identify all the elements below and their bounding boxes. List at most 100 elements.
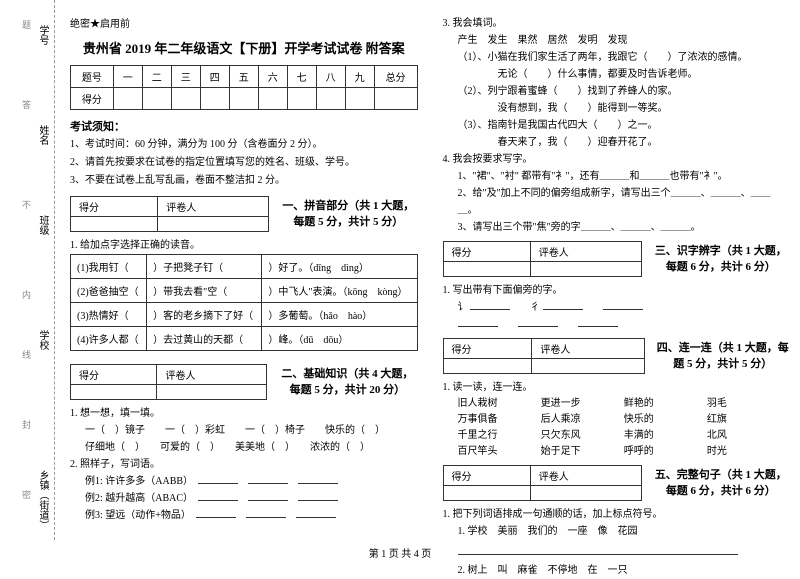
notice-heading: 考试须知： <box>70 118 418 134</box>
th: 二 <box>142 66 171 88</box>
match-item: 时光 <box>707 444 790 460</box>
section3-title: 三、识字辨字（共 1 大题，每题 6 分，共计 6 分） <box>652 242 790 274</box>
th: 一 <box>113 66 142 88</box>
sub-item: （3）、指南针是我国古代四大（ ）之一。 <box>443 117 791 134</box>
match-item: 后人乘凉 <box>541 412 624 428</box>
notice-item: 2、请首先按要求在试卷的指定位置填写您的姓名、班级、学号。 <box>70 155 418 171</box>
q-text: 1. 想一想，填一填。 <box>70 405 418 422</box>
label-class: 班级 <box>35 215 50 235</box>
section1-title: 一、拼音部分（共 1 大题，每题 5 分，共计 5 分） <box>279 197 417 229</box>
cell: ）峰。（dū dōu） <box>262 327 417 351</box>
score-label: 得分 <box>443 466 530 486</box>
seal-char: 不 <box>20 200 33 209</box>
score-table: 题号 一 二 三 四 五 六 七 八 九 总分 得分 <box>70 65 418 110</box>
example: 例2: 越升越高（ABAC） <box>70 490 418 507</box>
seal-char: 线 <box>20 350 33 359</box>
pinyin-table: (1)我用钉（）子把凳子钉（）好了。（dīng dìng） (2)爸爸抽空（）带… <box>70 254 418 351</box>
score-label: 得分 <box>71 365 157 385</box>
cell: (1)我用钉（ <box>71 255 147 279</box>
q1-text: 1. 给加点字选择正确的读音。 <box>70 237 418 254</box>
example: 例3: 望远（动作+物品） <box>70 507 418 524</box>
match-item: 红旗 <box>707 412 790 428</box>
grader-label: 评卷人 <box>532 339 645 359</box>
seal-char: 封 <box>20 420 33 429</box>
match-item: 更进一步 <box>541 396 624 412</box>
notice-item: 3、不要在试卷上乱写乱画，卷面不整洁扣 2 分。 <box>70 173 418 189</box>
match-grid: 旧人栽树更进一步鲜艳的羽毛 万事俱备后人乘凉快乐的红旗 千里之行只欠东风丰满的北… <box>458 396 791 460</box>
q-text: 1. 把下列词语排成一句通顺的话，加上标点符号。 <box>443 506 791 523</box>
sub-item: 没有想到，我（ ）能得到一等奖。 <box>443 100 791 117</box>
q-text: 1. 读一读，连一连。 <box>443 379 791 396</box>
match-item: 北风 <box>707 428 790 444</box>
match-item: 千里之行 <box>458 428 541 444</box>
grader-box: 得分评卷人 <box>70 196 269 232</box>
grader-label: 评卷人 <box>158 197 269 217</box>
blank-row <box>443 316 791 333</box>
cell: (2)爸爸抽空（ <box>71 279 147 303</box>
match-item: 始于足下 <box>541 444 624 460</box>
th: 八 <box>316 66 345 88</box>
cell: (4)许多人都（ <box>71 327 147 351</box>
secret-label: 绝密★启用前 <box>70 15 418 30</box>
sub-item: 2、给"及"加上不同的偏旁组成新字，请写出三个＿＿＿、＿＿＿、＿＿＿。 <box>443 185 791 219</box>
fill-line: 仔细地（ ） 可爱的（ ） 美美地（ ） 浓浓的（ ） <box>70 439 418 456</box>
sub-item: 无论（ ）什么事情，都要及时告诉老师。 <box>443 66 791 83</box>
th: 七 <box>287 66 316 88</box>
cell: (3)热情好（ <box>71 303 147 327</box>
grader-box: 得分评卷人 <box>443 338 646 374</box>
sub-item: 春天来了，我（ ）迎春开花了。 <box>443 134 791 151</box>
seal-char: 密 <box>20 490 33 499</box>
right-column: 3. 我会填词。 产生 发生 果然 居然 发明 发现 （1）、小猫在我们家生活了… <box>443 15 791 540</box>
blank-row: 讠 彳 <box>443 299 791 316</box>
th: 九 <box>345 66 374 88</box>
label-school: 学校 <box>35 330 50 350</box>
q-text: 1. 写出带有下面偏旁的字。 <box>443 282 791 299</box>
match-item: 丰满的 <box>624 428 707 444</box>
cell: ）好了。（dīng dìng） <box>262 255 417 279</box>
q-text: 3. 我会填词。 <box>443 15 791 32</box>
section4-title: 四、连一连（共 1 大题，每题 5 分，共计 5 分） <box>655 339 790 371</box>
label-studentid: 学号 <box>35 25 50 45</box>
left-column: 绝密★启用前 贵州省 2019 年二年级语文【下册】开学考试试卷 附答案 题号 … <box>70 15 418 540</box>
score-label: 得分 <box>443 339 532 359</box>
q-text: 4. 我会按要求写字。 <box>443 151 791 168</box>
cell: ）多葡萄。（hǎo hào） <box>262 303 417 327</box>
binding-margin: 学号 姓名 班级 学校 乡镇（街道） 题 答 不 内 线 封 密 <box>0 0 55 540</box>
match-item: 快乐的 <box>624 412 707 428</box>
grader-label: 评卷人 <box>530 242 641 262</box>
ex-label: 例1: 许许多多（AABB） <box>85 476 188 487</box>
th: 总分 <box>374 66 417 88</box>
grader-box: 得分评卷人 <box>70 364 267 400</box>
grader-label: 评卷人 <box>157 365 267 385</box>
label-town: 乡镇（街道） <box>35 470 50 530</box>
cell: ）子把凳子钉（ <box>147 255 262 279</box>
match-item: 只欠东风 <box>541 428 624 444</box>
word-bank: 产生 发生 果然 居然 发明 发现 <box>443 32 791 49</box>
sub-item: （1）、小猫在我们家生活了两年，我跟它（ ）了浓浓的感情。 <box>443 49 791 66</box>
match-item: 呼呼的 <box>624 444 707 460</box>
fill-line: 一（ ）镜子 一（ ）彩虹 一（ ）椅子 快乐的（ ） <box>70 422 418 439</box>
th: 四 <box>200 66 229 88</box>
match-item: 鲜艳的 <box>624 396 707 412</box>
sub-item: 1、"裙"、"衬" 都带有"衤"，还有＿＿＿和＿＿＿也带有"衤"。 <box>443 168 791 185</box>
ex-label: 例2: 越升越高（ABAC） <box>85 493 188 504</box>
th: 三 <box>171 66 200 88</box>
seal-char: 答 <box>20 100 33 109</box>
sentence-item: 1. 学校 美丽 我们的 一座 像 花园 <box>443 523 791 540</box>
notice-item: 1、考试时间：60 分钟，满分为 100 分（含卷面分 2 分）。 <box>70 137 418 153</box>
th: 五 <box>229 66 258 88</box>
match-item: 百尺竿头 <box>458 444 541 460</box>
cell: ）客的老乡摘下了好（ <box>147 303 262 327</box>
grader-box: 得分评卷人 <box>443 241 642 277</box>
grader-label: 评卷人 <box>530 466 641 486</box>
seal-char: 内 <box>20 290 33 299</box>
td: 得分 <box>71 88 114 110</box>
th: 题号 <box>71 66 114 88</box>
section2-title: 二、基础知识（共 4 大题，每题 5 分，共计 20 分） <box>277 365 417 397</box>
example: 例1: 许许多多（AABB） <box>70 473 418 490</box>
q-text: 2. 照样子，写词语。 <box>70 456 418 473</box>
page-footer: 第 1 页 共 4 页 <box>0 545 800 560</box>
cell: ）中飞人"表演。（kōng kòng） <box>262 279 417 303</box>
match-item: 羽毛 <box>707 396 790 412</box>
label-name: 姓名 <box>35 125 50 145</box>
